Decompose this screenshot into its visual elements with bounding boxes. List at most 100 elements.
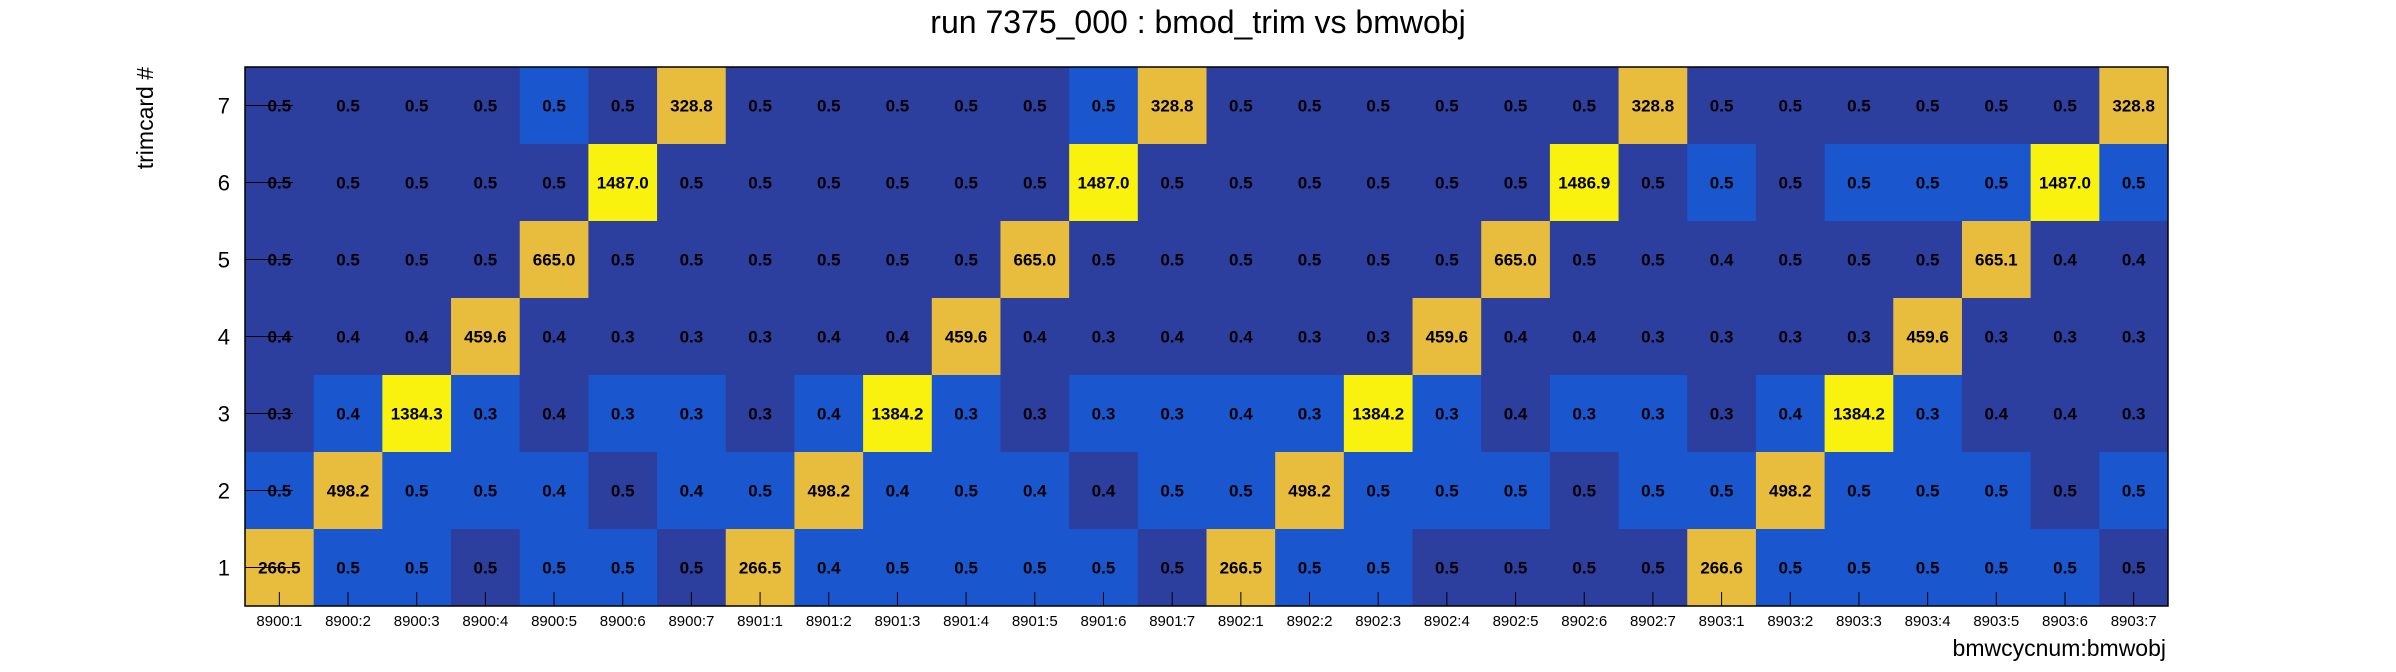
cell-value-label: 0.5 — [611, 97, 635, 116]
heatmap-cell — [1755, 375, 1826, 453]
cell-value-label: 0.5 — [1641, 482, 1665, 501]
heatmap-cell — [1137, 298, 1207, 376]
y-tick-label: 3 — [218, 402, 230, 427]
cell-value-label: 0.5 — [817, 251, 841, 270]
cell-value-label: 0.5 — [1366, 482, 1390, 501]
cell-value-label: 0.5 — [1572, 559, 1596, 578]
heatmap-cell — [725, 452, 795, 530]
heatmap-cell — [313, 452, 383, 530]
cell-value-label: 0.5 — [2122, 482, 2146, 501]
heatmap-cell — [1549, 298, 1620, 376]
cell-value-label: 0.5 — [1435, 482, 1459, 501]
cell-value-label: 0.3 — [1778, 328, 1802, 347]
y-tick-label: 4 — [218, 325, 230, 350]
heatmap-cell — [1893, 221, 1963, 299]
cell-value-label: 0.4 — [817, 405, 841, 424]
cell-value-label: 0.5 — [1847, 251, 1871, 270]
heatmap-cell — [1000, 375, 1070, 453]
cell-value-label: 0.5 — [1366, 97, 1390, 116]
heatmap-cell — [1481, 221, 1551, 299]
cell-value-label: 328.8 — [670, 97, 713, 116]
heatmap-cell — [1481, 452, 1551, 530]
cell-value-label: 0.5 — [1366, 251, 1390, 270]
heatmap-cell — [657, 221, 727, 299]
cell-value-label: 0.5 — [954, 251, 978, 270]
heatmap-cell — [1755, 452, 1826, 530]
cell-value-label: 0.5 — [405, 559, 429, 578]
heatmap-cell — [1000, 298, 1070, 376]
cell-value-label: 0.3 — [1435, 405, 1459, 424]
cell-value-label: 0.5 — [954, 97, 978, 116]
x-tick-label: 8901:7 — [1149, 613, 1195, 630]
cell-value-label: 0.3 — [1023, 405, 1047, 424]
cell-value-label: 0.5 — [1229, 174, 1253, 193]
heatmap-cell — [1275, 298, 1345, 376]
heatmap-cell — [1412, 67, 1482, 145]
heatmap-cell — [1549, 375, 1620, 453]
heatmap-cells — [245, 67, 2169, 607]
heatmap-cell — [519, 144, 589, 222]
cell-value-label: 0.5 — [1641, 251, 1665, 270]
heatmap-cell — [794, 375, 864, 453]
heatmap-cell — [1069, 67, 1139, 145]
cell-value-label: 0.5 — [1641, 174, 1665, 193]
cell-value-label: 0.4 — [886, 328, 910, 347]
heatmap-cell — [382, 67, 452, 145]
heatmap-cell — [1275, 375, 1345, 453]
heatmap-cell — [1549, 144, 1620, 222]
heatmap-cell — [1687, 452, 1757, 530]
cell-value-label: 0.5 — [1366, 559, 1390, 578]
heatmap-cell — [2099, 452, 2169, 530]
cell-value-label: 0.5 — [1847, 559, 1871, 578]
cell-value-label: 0.3 — [1572, 405, 1596, 424]
cell-value-label: 1487.0 — [1077, 174, 1129, 193]
heatmap-cell — [725, 298, 795, 376]
heatmap-cell — [1961, 221, 2032, 299]
heatmap-cell — [1893, 452, 1963, 530]
heatmap-cell — [2099, 67, 2169, 145]
cell-value-label: 0.4 — [405, 328, 429, 347]
cell-value-label: 0.5 — [1023, 559, 1047, 578]
heatmap-cell — [313, 144, 383, 222]
x-tick-label: 8903:1 — [1699, 613, 1745, 630]
heatmap-cell — [1687, 67, 1757, 145]
cell-value-label: 0.5 — [1916, 251, 1940, 270]
heatmap-cell — [1755, 67, 1826, 145]
heatmap-cell — [1069, 452, 1139, 530]
cell-value-label: 0.4 — [2053, 405, 2077, 424]
cell-labels: 0.5 0.5 0.5 0.5 0.5 0.5 328.8 0.5 0.5 0.5 0.5 0.5 0.… — [258, 97, 2155, 578]
cell-value-label: 0.5 — [1778, 559, 1802, 578]
cell-value-label: 0.4 — [542, 328, 566, 347]
heatmap-cell — [1343, 298, 1414, 376]
x-tick-label: 8900:5 — [531, 613, 577, 630]
heatmap-cell — [519, 298, 589, 376]
cell-value-label: 0.5 — [405, 97, 429, 116]
cell-value-label: 0.5 — [748, 174, 772, 193]
cell-value-label: 0.4 — [1092, 482, 1116, 501]
x-axis-label: bmwcycnum:bmwobj — [1953, 635, 2166, 661]
cell-value-label: 0.3 — [2122, 328, 2146, 347]
cell-value-label: 0.5 — [542, 559, 566, 578]
cell-value-label: 0.4 — [1023, 482, 1047, 501]
y-tick-label: 7 — [218, 94, 230, 119]
cell-value-label: 0.5 — [1504, 174, 1528, 193]
heatmap-cell — [313, 221, 383, 299]
x-tick-label: 8903:6 — [2042, 613, 2088, 630]
cell-value-label: 0.5 — [886, 251, 910, 270]
heatmap-cell — [588, 298, 658, 376]
cell-value-label: 0.3 — [611, 405, 635, 424]
cell-value-label: 1384.2 — [871, 405, 923, 424]
cell-value-label: 665.0 — [533, 251, 576, 270]
cell-value-label: 0.4 — [680, 482, 704, 501]
x-tick-label: 8903:2 — [1767, 613, 1813, 630]
cell-value-label: 1384.2 — [1352, 405, 1404, 424]
cell-value-label: 0.5 — [1298, 174, 1322, 193]
cell-value-label: 1486.9 — [1558, 174, 1610, 193]
cell-value-label: 0.5 — [474, 174, 498, 193]
heatmap-cell — [1824, 375, 1894, 453]
cell-value-label: 328.8 — [1632, 97, 1675, 116]
chart-title: run 7375_000 : bmod_trim vs bmwobj — [930, 4, 1465, 40]
cell-value-label: 0.5 — [1710, 482, 1734, 501]
cell-value-label: 0.5 — [1160, 559, 1184, 578]
cell-value-label: 0.3 — [954, 405, 978, 424]
